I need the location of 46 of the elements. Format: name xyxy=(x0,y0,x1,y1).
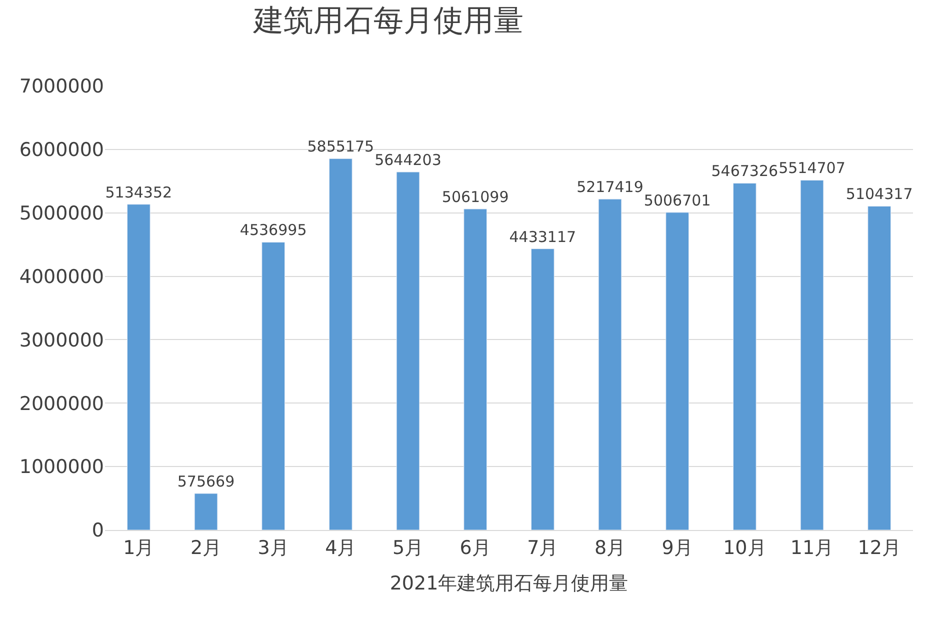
y-tick-label: 0 xyxy=(92,520,104,542)
y-tick-label: 3000000 xyxy=(19,329,104,352)
data-label: 5467326 xyxy=(711,162,778,180)
y-tick-label: 1000000 xyxy=(19,456,104,478)
y-tick-label: 4000000 xyxy=(19,266,104,288)
data-label: 4433117 xyxy=(509,228,576,246)
data-label: 5217419 xyxy=(576,178,644,196)
bar xyxy=(598,198,622,530)
chart-title: 建筑用石每月使用量 xyxy=(252,3,524,38)
x-tick-label: 2月 xyxy=(190,536,222,559)
bar xyxy=(530,248,554,530)
x-tick-label: 5月 xyxy=(392,536,424,559)
y-tick-label: 2000000 xyxy=(19,392,104,415)
bar xyxy=(868,206,892,530)
y-tick-label: 5000000 xyxy=(19,202,104,225)
data-label: 5006701 xyxy=(644,191,711,210)
data-label: 5514707 xyxy=(778,159,846,178)
x-axis-title: 2021年建筑用石每月使用量 xyxy=(390,572,628,595)
x-tick-label: 1月 xyxy=(123,536,154,559)
x-tick-label: 7月 xyxy=(527,536,558,559)
data-label: 5104317 xyxy=(846,185,913,204)
data-label: 5061099 xyxy=(442,188,509,206)
bar xyxy=(328,158,352,530)
bar xyxy=(732,182,756,530)
y-tick-label: 7000000 xyxy=(19,76,104,98)
bar xyxy=(126,204,150,530)
x-tick-label: 10月 xyxy=(723,536,766,559)
x-tick-label: 9月 xyxy=(662,536,693,559)
bar xyxy=(666,212,690,530)
x-tick-label: 3月 xyxy=(258,536,289,559)
data-label: 575669 xyxy=(177,472,235,490)
bar xyxy=(464,208,488,530)
bar xyxy=(262,242,286,530)
data-label: 4536995 xyxy=(240,221,307,240)
bar xyxy=(396,172,420,530)
x-tick-label: 6月 xyxy=(460,536,491,559)
data-label: 5855175 xyxy=(307,138,374,156)
y-tick-label: 6000000 xyxy=(19,139,104,162)
x-tick-label: 11月 xyxy=(790,536,834,559)
data-label: 5134352 xyxy=(105,183,172,202)
bar xyxy=(800,180,824,530)
x-tick-label: 4月 xyxy=(325,536,356,559)
x-tick-label: 8月 xyxy=(594,536,626,559)
data-label: 5644203 xyxy=(374,151,442,169)
x-tick-label: 12月 xyxy=(858,536,901,559)
bar xyxy=(194,493,218,530)
